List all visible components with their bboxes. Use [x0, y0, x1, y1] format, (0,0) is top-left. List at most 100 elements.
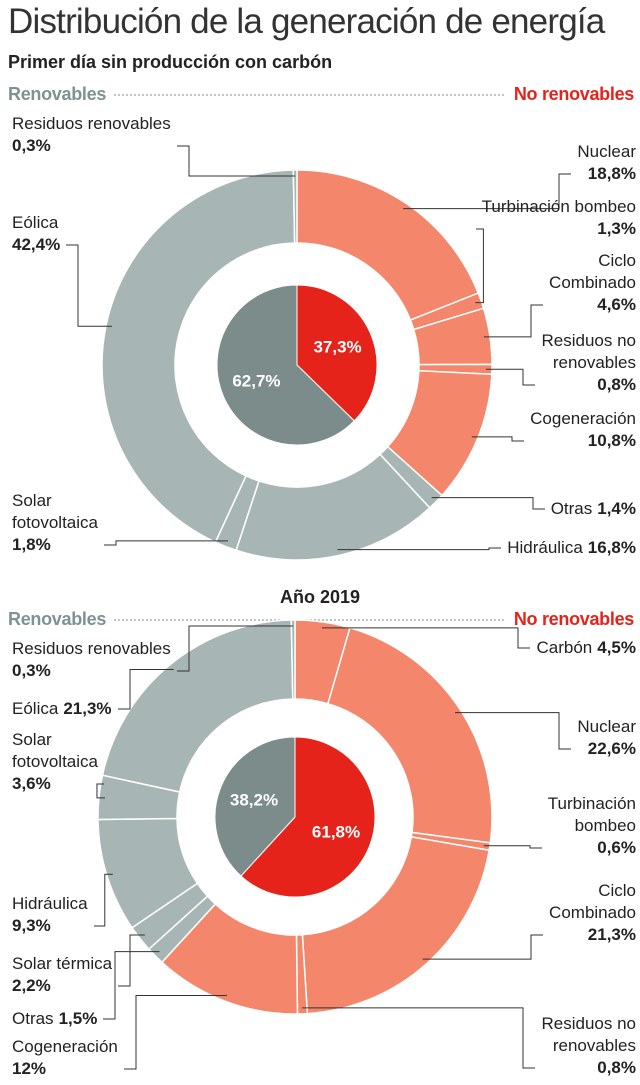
slice-value: 16,8%	[587, 538, 636, 557]
slice-label: Carbón 4,5%	[536, 637, 636, 659]
slice-name: Hidráulica	[12, 894, 88, 913]
inner-slice	[216, 284, 355, 446]
donut-slice	[101, 169, 296, 544]
slice-value: 10,8%	[587, 431, 636, 450]
leader-line	[321, 627, 530, 649]
leader-line	[431, 497, 545, 510]
slice-value: 0,6%	[597, 838, 636, 857]
leader-line	[96, 783, 105, 799]
slice-name: Otras	[12, 1009, 54, 1028]
slice-value: 22,6%	[587, 739, 636, 758]
leader-line	[104, 540, 228, 546]
slice-label: Cogeneración 10,8%	[530, 408, 636, 452]
slice-label: Residuos no renovables 0,8%	[541, 1013, 636, 1079]
group-label: No renovables	[513, 609, 634, 629]
slice-value: 4,6%	[597, 295, 636, 314]
leader-line	[485, 368, 535, 386]
slice-name: Solar fotovoltaica	[12, 491, 98, 532]
slice-name: Turbinación bombeo	[481, 197, 636, 216]
page-title: Distribución de la generación de energía	[8, 2, 605, 41]
slice-name: Solar fotovoltaica	[12, 730, 98, 771]
slice-value: 12%	[12, 1059, 47, 1078]
slice-value: 0,8%	[597, 1058, 636, 1077]
donut-slice	[326, 626, 493, 844]
inner-slice	[296, 284, 378, 422]
slice-name: Otras	[550, 499, 593, 518]
slice-value: 21,3%	[63, 699, 112, 718]
slice-value: 0,3%	[12, 661, 51, 680]
leader-line	[66, 244, 113, 327]
slice-name: Turbinación bombeo	[547, 794, 636, 835]
slice-value: 1,4%	[597, 499, 636, 518]
leader-line	[403, 173, 571, 210]
slice-label: Eólica 42,4%	[12, 212, 60, 256]
slice-value: 4,5%	[597, 638, 636, 657]
slice-name: Carbón	[536, 638, 593, 657]
leader-line	[302, 1007, 535, 1069]
slice-name: Hidráulica	[507, 538, 583, 557]
slice-label: Nuclear 18,8%	[577, 141, 636, 185]
leader-line	[118, 668, 174, 710]
slice-name: Ciclo Combinado	[549, 881, 636, 922]
slice-name: Residuos no renovables	[541, 1014, 636, 1055]
inner-value-label: 61,8%	[312, 822, 360, 841]
slice-label: Otras 1,5%	[12, 1008, 97, 1030]
slice-label: Hidráulica 9,3%	[12, 893, 88, 937]
slice-value: 3,6%	[12, 774, 51, 793]
donut-slice	[301, 836, 491, 1015]
slice-label: Turbinación bombeo 1,3%	[482, 196, 636, 240]
inner-slice	[214, 736, 296, 877]
slice-label: Solar térmica 2,2%	[12, 953, 112, 997]
slice-label: Ciclo Combinado 4,6%	[549, 250, 636, 316]
slice-name: Cogeneración	[530, 409, 636, 428]
donut-slice	[292, 169, 298, 244]
slice-name: Nuclear	[577, 717, 636, 736]
group-label: Renovables	[8, 84, 107, 104]
slice-label: Cogeneración 12%	[12, 1036, 118, 1080]
slice-value: 21,3%	[587, 925, 636, 944]
slice-name: Residuos no renovables	[541, 331, 636, 372]
slice-label: Solar fotovoltaica 1,8%	[12, 490, 98, 556]
slice-label: Residuos no renovables 0,8%	[541, 330, 636, 396]
leader-line	[483, 304, 543, 338]
slice-label: Otras 1,4%	[551, 498, 636, 520]
slice-name: Residuos renovables	[12, 639, 171, 658]
leader-line	[454, 712, 571, 750]
slice-label: Residuos renovables 0,3%	[12, 638, 171, 682]
group-label: No renovables	[513, 84, 634, 104]
leader-line	[177, 625, 294, 672]
slice-value: 42,4%	[12, 235, 61, 254]
donut-slice	[290, 619, 296, 700]
leader-line	[94, 873, 113, 927]
slice-name: Solar térmica	[12, 954, 113, 973]
inner-value-label: 37,3%	[313, 337, 361, 356]
slice-value: 1,5%	[58, 1009, 98, 1028]
slice-label: Hidráulica 16,8%	[507, 537, 636, 559]
slice-value: 0,3%	[12, 136, 51, 155]
slice-name: Eólica	[12, 213, 59, 232]
slice-name: Ciclo Combinado	[549, 251, 636, 292]
leader-line	[483, 845, 542, 849]
slice-name: Eólica	[12, 699, 59, 718]
inner-value-label: 38,2%	[230, 791, 278, 810]
slice-value: 9,3%	[12, 916, 51, 935]
inner-value-label: 62,7%	[232, 372, 280, 391]
slice-value: 18,8%	[587, 164, 636, 183]
slice-name: Cogeneración	[12, 1037, 118, 1056]
slice-value: 2,2%	[12, 976, 51, 995]
chart-subtitle: Primer día sin producción con carbón	[8, 52, 333, 72]
slice-name: Nuclear	[577, 142, 636, 161]
leader-line	[422, 934, 543, 960]
group-label: Renovables	[8, 609, 107, 629]
chart-subtitle: Año 2019	[280, 587, 361, 607]
slice-label: Nuclear 22,6%	[577, 716, 636, 760]
leader-line	[337, 547, 501, 551]
leader-line	[118, 934, 145, 987]
slice-label: Ciclo Combinado 21,3%	[549, 880, 636, 946]
leader-line	[475, 228, 484, 304]
inner-slice	[240, 736, 376, 898]
slice-value: 1,3%	[597, 219, 636, 238]
